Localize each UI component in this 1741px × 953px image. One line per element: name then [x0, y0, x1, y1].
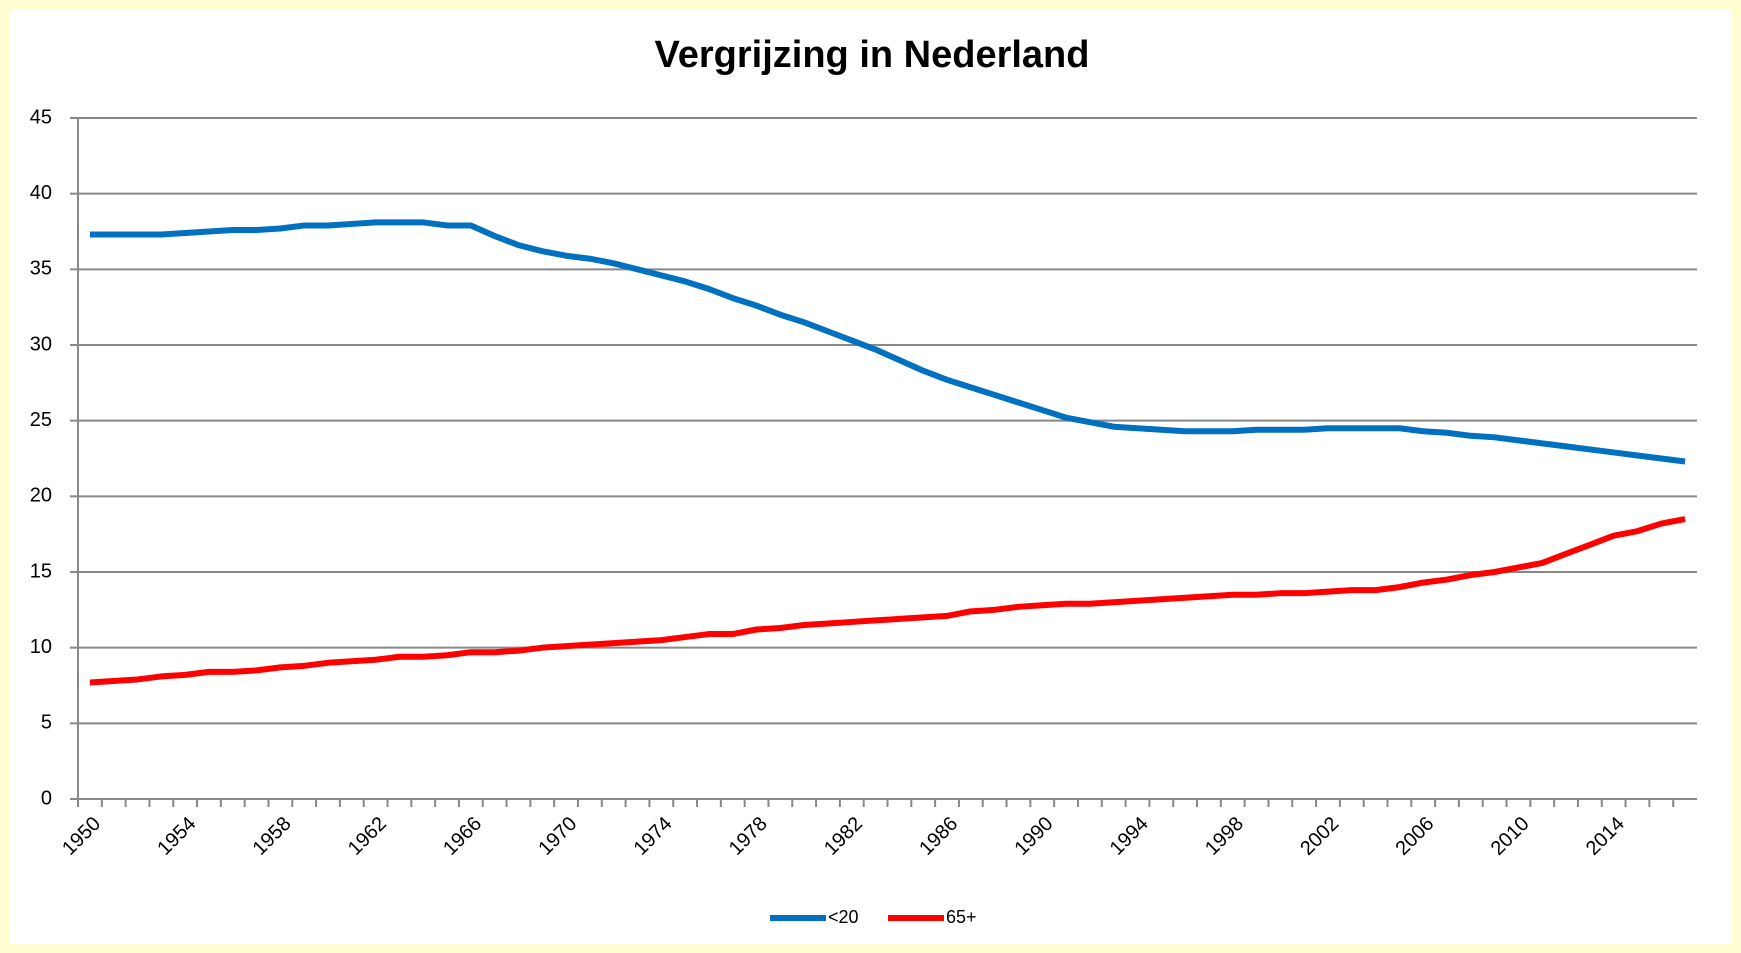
y-tick-label: 25 — [30, 409, 52, 431]
y-tick-label: 0 — [41, 787, 52, 809]
y-tick-label: 20 — [30, 485, 52, 507]
y-tick-label: 35 — [30, 258, 52, 280]
y-tick-label: 40 — [30, 182, 52, 204]
chart-area — [9, 9, 1732, 944]
y-tick-label: 30 — [30, 333, 52, 355]
y-tick-label: 10 — [30, 636, 52, 658]
chart-title: Vergrijzing in Nederland — [655, 34, 1090, 76]
y-tick-label: 45 — [30, 106, 52, 128]
series-line — [89, 219, 1686, 465]
y-tick-label: 5 — [41, 712, 52, 734]
y-tick-label: 15 — [30, 560, 52, 582]
series-line — [89, 516, 1686, 686]
legend-label: <20 — [828, 907, 859, 927]
legend-label: 65+ — [946, 907, 977, 927]
